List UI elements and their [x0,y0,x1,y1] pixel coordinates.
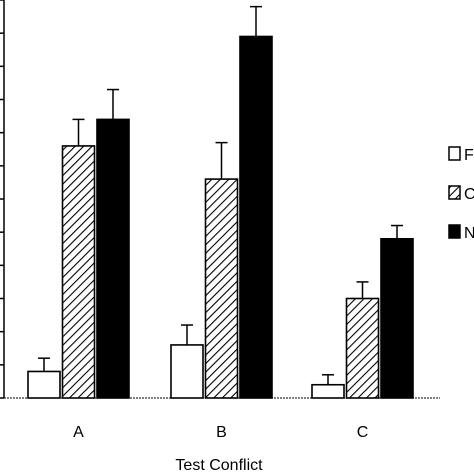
legend-swatch-n [448,224,461,239]
bar-c-n [380,238,414,399]
bar-b-c [204,178,239,399]
bar-c-c [345,297,380,399]
bar-a-c [61,145,96,399]
bar-a-n [96,118,130,399]
bar-b-n [239,35,273,399]
legend: F C N [448,146,474,242]
legend-label-f: F [464,147,474,164]
bar-b-f [170,344,204,399]
bars-layer [27,5,414,399]
x-tick-label: C [357,424,369,441]
bar-a-f [27,370,61,399]
legend-swatch-c [448,185,461,200]
legend-label-c: C [464,186,474,203]
bar-c-f [311,383,345,399]
legend-label-n: N [464,225,474,242]
x-tick-label: B [216,424,227,441]
x-tick-label: A [73,424,84,441]
x-tick-labels: A B C [73,424,368,441]
x-axis-title: Test Conflict [175,457,263,474]
legend-swatch-f [448,146,461,161]
